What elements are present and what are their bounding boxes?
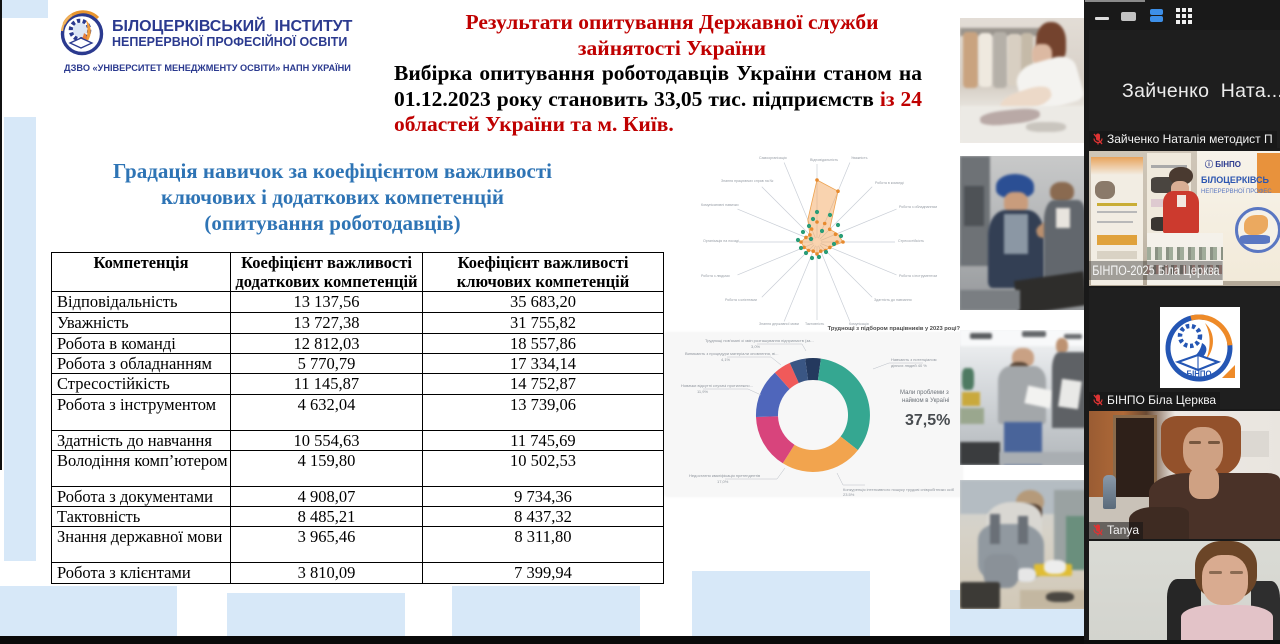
svg-text:Комунікативні навички: Комунікативні навички (701, 203, 738, 207)
svg-text:наймом в Україні: наймом в Україні (902, 397, 949, 404)
svg-text:3,0%: 3,0% (751, 344, 761, 349)
svg-text:17,0%: 17,0% (717, 479, 729, 484)
svg-text:Робота з людьми: Робота з людьми (701, 274, 730, 278)
svg-text:Мали проблеми з: Мали проблеми з (900, 390, 949, 396)
svg-text:Конкуренція інтенсивного пошук: Конкуренція інтенсивного пошуку трудові … (843, 487, 955, 492)
svg-text:Робота з клієнтами: Робота з клієнтами (725, 298, 757, 302)
svg-text:Труднощі пов'язані зі змін роз: Труднощі пов'язані зі змін розташування … (705, 338, 814, 343)
svg-text:Здатність до навчання: Здатність до навчання (874, 298, 912, 302)
svg-text:Тактовність: Тактовність (805, 322, 824, 326)
svg-text:Недостатня кваліфікація претен: Недостатня кваліфікація претендентів (689, 473, 760, 478)
svg-text:4,1%: 4,1% (721, 357, 731, 362)
svg-text:Робота в команді: Робота в команді (875, 181, 904, 185)
svg-text:Знання працюючих справ на №: Знання працюючих справ на № (721, 179, 774, 183)
svg-text:Новачки відсутні слухачі проти: Новачки відсутні слухачі протилежно... (681, 383, 753, 388)
svg-text:11,9%: 11,9% (697, 389, 708, 394)
svg-text:37,5%: 37,5% (905, 412, 950, 429)
svg-text:Відповідальність: Відповідальність (810, 158, 838, 162)
svg-text:Навчають з потенціалом: Навчають з потенціалом (891, 357, 937, 362)
svg-text:Знання державної мови: Знання державної мови (759, 322, 799, 326)
svg-text:Уважність: Уважність (851, 156, 868, 160)
svg-text:Робота з інструментом: Робота з інструментом (899, 274, 937, 278)
svg-text:Робота з обладнанням: Робота з обладнанням (899, 205, 937, 209)
svg-text:Стресостійкість: Стресостійкість (898, 239, 924, 243)
svg-text:БІНПО: БІНПО (1187, 370, 1212, 379)
svg-text:Самоорганізація: Самоорганізація (759, 156, 787, 160)
svg-text:діючих людей 40 %: діючих людей 40 % (891, 363, 927, 368)
svg-text:Комунікація: Комунікація (849, 322, 869, 326)
svg-text:23,5%: 23,5% (843, 492, 855, 496)
svg-text:Виникають з процедури матеріал: Виникають з процедури матеріали оновленн… (685, 351, 778, 356)
svg-text:Організація на посаді: Організація на посаді (703, 239, 739, 243)
